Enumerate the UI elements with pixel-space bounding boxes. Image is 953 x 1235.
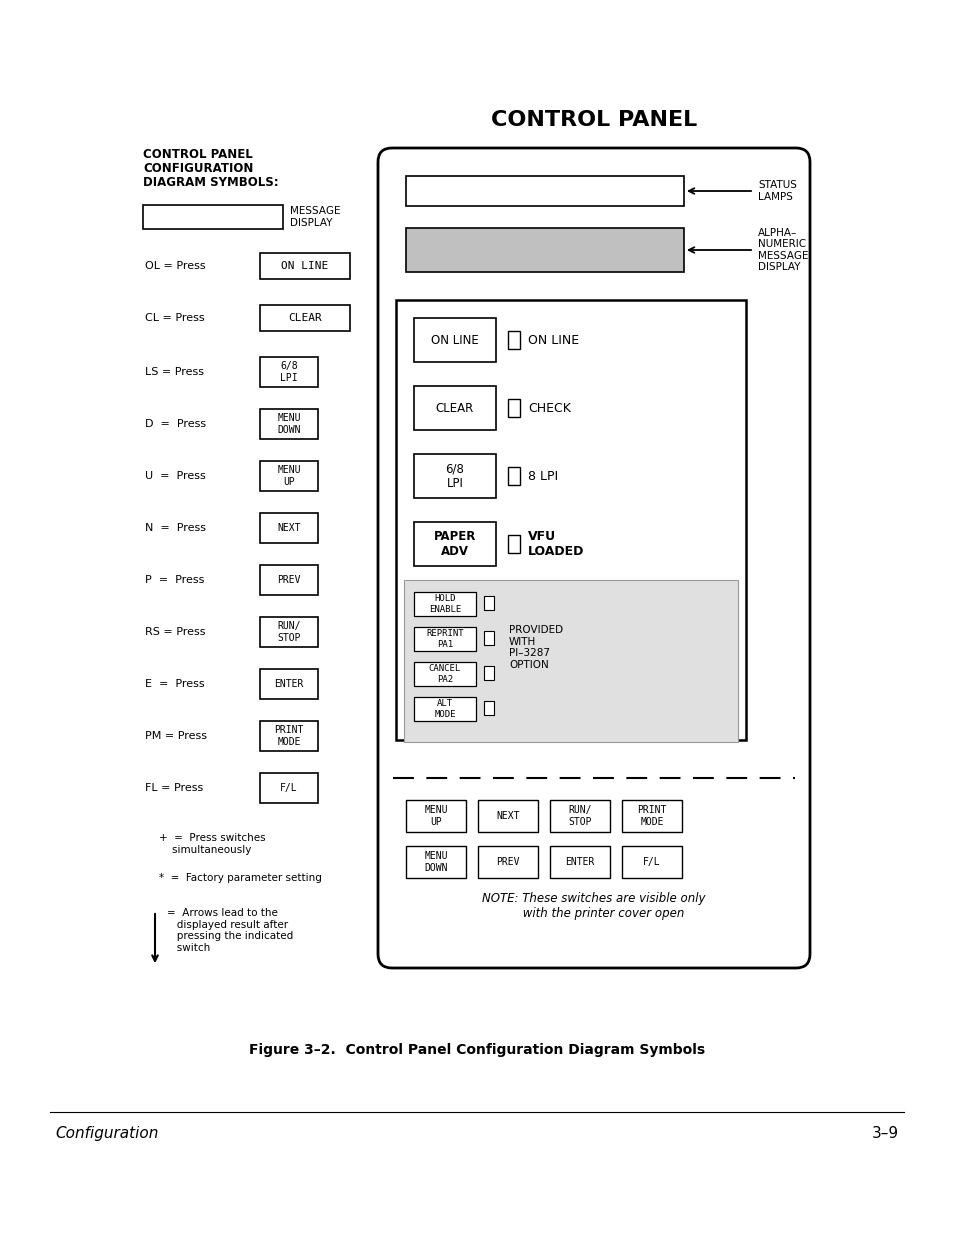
Bar bbox=[260, 357, 317, 387]
Text: MENU
DOWN: MENU DOWN bbox=[424, 851, 447, 873]
Bar bbox=[621, 800, 681, 832]
Text: PM = Press: PM = Press bbox=[145, 731, 207, 741]
Bar bbox=[507, 331, 519, 350]
Text: CONTROL PANEL: CONTROL PANEL bbox=[143, 148, 253, 161]
Bar bbox=[414, 627, 476, 651]
Bar bbox=[621, 846, 681, 878]
Text: ON LINE: ON LINE bbox=[431, 333, 478, 347]
Bar bbox=[414, 317, 496, 362]
Bar bbox=[483, 666, 494, 680]
Text: PROVIDED
WITH
PI–3287
OPTION: PROVIDED WITH PI–3287 OPTION bbox=[509, 625, 562, 669]
Text: OL = Press: OL = Press bbox=[145, 261, 206, 270]
Bar bbox=[414, 697, 476, 721]
Bar bbox=[406, 800, 465, 832]
Text: MENU
DOWN: MENU DOWN bbox=[277, 414, 300, 435]
Text: U  =  Press: U = Press bbox=[145, 471, 206, 480]
Text: CANCEL
PA2: CANCEL PA2 bbox=[429, 664, 460, 684]
Bar bbox=[395, 300, 745, 740]
Text: N  =  Press: N = Press bbox=[145, 522, 206, 534]
Bar bbox=[260, 721, 317, 751]
Bar bbox=[260, 564, 317, 595]
Text: NOTE: These switches are visible only
     with the printer cover open: NOTE: These switches are visible only wi… bbox=[482, 892, 705, 920]
Bar bbox=[550, 800, 609, 832]
Text: LS = Press: LS = Press bbox=[145, 367, 204, 377]
Text: MENU
UP: MENU UP bbox=[424, 805, 447, 826]
Bar bbox=[550, 846, 609, 878]
Text: CL = Press: CL = Press bbox=[145, 312, 204, 324]
Bar bbox=[260, 461, 317, 492]
Text: MESSAGE
DISPLAY: MESSAGE DISPLAY bbox=[290, 206, 340, 227]
Text: PREV: PREV bbox=[496, 857, 519, 867]
Text: 6/8
LPI: 6/8 LPI bbox=[280, 361, 297, 383]
Text: MENU
UP: MENU UP bbox=[277, 466, 300, 487]
Text: =  Arrows lead to the
   displayed result after
   pressing the indicated
   swi: = Arrows lead to the displayed result af… bbox=[167, 908, 293, 952]
Bar bbox=[414, 662, 476, 685]
Bar bbox=[477, 846, 537, 878]
Text: CHECK: CHECK bbox=[527, 401, 570, 415]
Text: NEXT: NEXT bbox=[277, 522, 300, 534]
Text: CONFIGURATION: CONFIGURATION bbox=[143, 162, 253, 175]
Bar bbox=[483, 631, 494, 645]
FancyBboxPatch shape bbox=[377, 148, 809, 968]
Text: ALT
MODE: ALT MODE bbox=[434, 699, 456, 719]
Text: DIAGRAM SYMBOLS:: DIAGRAM SYMBOLS: bbox=[143, 177, 278, 189]
Bar bbox=[406, 228, 683, 272]
Text: F/L: F/L bbox=[280, 783, 297, 793]
Bar bbox=[260, 773, 317, 803]
Text: ON LINE: ON LINE bbox=[527, 333, 578, 347]
Text: FL = Press: FL = Press bbox=[145, 783, 203, 793]
Text: 6/8
LPI: 6/8 LPI bbox=[445, 462, 464, 490]
Text: CLEAR: CLEAR bbox=[288, 312, 321, 324]
Text: VFU
LOADED: VFU LOADED bbox=[527, 530, 584, 558]
Text: REPRINT
PA1: REPRINT PA1 bbox=[426, 630, 463, 648]
Text: RUN/
STOP: RUN/ STOP bbox=[277, 621, 300, 642]
Bar bbox=[507, 535, 519, 553]
Text: ENTER: ENTER bbox=[274, 679, 303, 689]
Text: ON LINE: ON LINE bbox=[281, 261, 328, 270]
Text: RS = Press: RS = Press bbox=[145, 627, 205, 637]
Text: NEXT: NEXT bbox=[496, 811, 519, 821]
Text: STATUS
LAMPS: STATUS LAMPS bbox=[758, 180, 796, 201]
Bar bbox=[483, 701, 494, 715]
Text: 8 LPI: 8 LPI bbox=[527, 469, 558, 483]
Bar bbox=[406, 846, 465, 878]
Text: PAPER
ADV: PAPER ADV bbox=[434, 530, 476, 558]
Text: P  =  Press: P = Press bbox=[145, 576, 204, 585]
Text: 3–9: 3–9 bbox=[871, 1126, 898, 1141]
Bar bbox=[414, 522, 496, 566]
Text: CONTROL PANEL: CONTROL PANEL bbox=[491, 110, 697, 130]
Text: ENTER: ENTER bbox=[565, 857, 594, 867]
Bar bbox=[260, 618, 317, 647]
Bar bbox=[260, 513, 317, 543]
Text: HOLD
ENABLE: HOLD ENABLE bbox=[429, 594, 460, 614]
Bar bbox=[260, 305, 350, 331]
Text: F/L: F/L bbox=[642, 857, 660, 867]
Bar bbox=[403, 580, 738, 742]
Bar bbox=[507, 467, 519, 485]
Text: E  =  Press: E = Press bbox=[145, 679, 204, 689]
Text: PRINT
MODE: PRINT MODE bbox=[637, 805, 666, 826]
Bar bbox=[477, 800, 537, 832]
Text: RUN/
STOP: RUN/ STOP bbox=[568, 805, 591, 826]
Text: PRINT
MODE: PRINT MODE bbox=[274, 725, 303, 747]
Bar bbox=[260, 669, 317, 699]
Text: Figure 3–2.  Control Panel Configuration Diagram Symbols: Figure 3–2. Control Panel Configuration … bbox=[249, 1044, 704, 1057]
Bar bbox=[414, 387, 496, 430]
Text: D  =  Press: D = Press bbox=[145, 419, 206, 429]
Bar bbox=[414, 454, 496, 498]
Bar bbox=[260, 253, 350, 279]
Text: Configuration: Configuration bbox=[55, 1126, 158, 1141]
Bar bbox=[414, 592, 476, 616]
Text: ALPHA–
NUMERIC
MESSAGE
DISPLAY: ALPHA– NUMERIC MESSAGE DISPLAY bbox=[758, 227, 807, 273]
Bar bbox=[406, 177, 683, 206]
Bar bbox=[143, 205, 283, 228]
Text: CLEAR: CLEAR bbox=[436, 401, 474, 415]
Text: PREV: PREV bbox=[277, 576, 300, 585]
Text: +  =  Press switches
    simultaneously: + = Press switches simultaneously bbox=[159, 832, 265, 855]
Bar bbox=[260, 409, 317, 438]
Bar bbox=[483, 597, 494, 610]
Bar bbox=[507, 399, 519, 417]
Text: *  =  Factory parameter setting: * = Factory parameter setting bbox=[159, 873, 321, 883]
